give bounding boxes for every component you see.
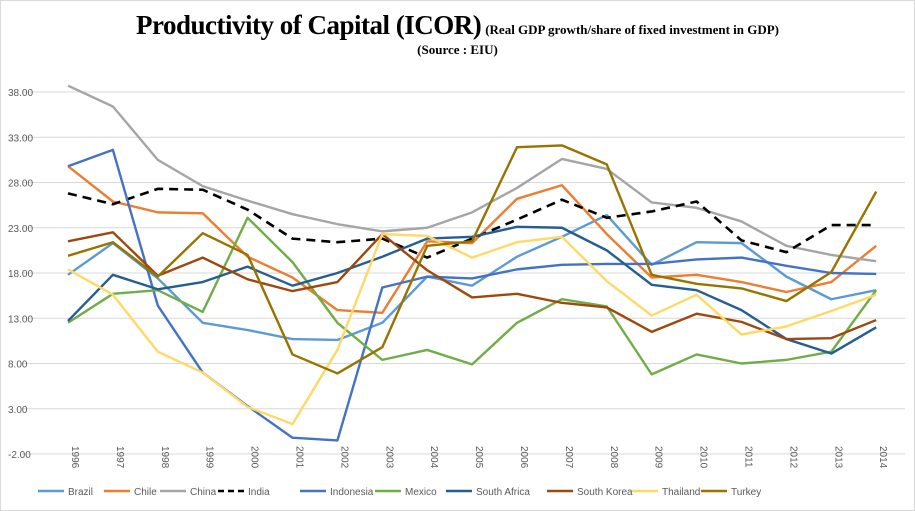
x-tick-label: 2007 [563,446,574,469]
x-tick-label: 2006 [518,446,529,469]
y-tick-label: -2.00 [8,450,31,461]
y-tick-label: 8.00 [8,360,28,371]
x-tick-label: 2011 [743,446,754,468]
series-line-mexico [67,216,878,376]
x-tick-label: 2010 [698,446,709,469]
legend-label: Turkey [731,487,761,498]
x-tick-label: 2001 [294,446,305,469]
legend-label: South Africa [476,487,530,498]
legend-label: Brazil [68,487,93,498]
x-tick-label: 2009 [653,446,664,469]
series-line-south-africa [67,225,877,355]
series-line-indonesia [67,148,877,442]
y-tick-label: 28.00 [8,179,33,190]
x-tick-label: 2014 [877,446,888,469]
x-tick-label: 1997 [114,446,125,469]
legend-label: Mexico [405,487,437,498]
series-line-south-korea [67,231,877,341]
x-tick-label: 2004 [428,446,439,469]
y-tick-label: 18.00 [8,269,33,280]
series-line-china [67,84,877,263]
legend-label: Thailand [662,487,700,498]
series-line-chile [67,165,877,315]
legend-label: Indonesia [330,487,374,498]
series-line-brazil [67,213,877,342]
series-line-thailand [67,232,877,426]
legend-label: China [190,487,217,498]
chart-source: (Source : EIU) [417,42,498,57]
y-tick-label: 33.00 [8,133,33,144]
x-tick-label: 2008 [608,446,619,469]
title-subtitle: (Real GDP growth/share of fixed investme… [485,22,780,37]
y-tick-label: 38.00 [8,88,33,99]
title-main: Productivity of Capital (ICOR) [135,10,482,40]
y-tick-label: 23.00 [8,224,33,235]
x-tick-label: 1996 [69,446,80,469]
series-line-turkey [67,144,878,375]
chart-title: Productivity of Capital (ICOR) (Real GDP… [0,10,915,41]
x-tick-label: 2005 [473,446,484,469]
x-tick-label: 2012 [787,446,798,469]
x-tick-label: 2013 [832,446,843,469]
legend-label: India [248,487,270,498]
x-tick-label: 1999 [204,446,215,469]
x-tick-label: 2003 [383,446,394,469]
x-tick-label: 2000 [249,446,260,469]
x-tick-label: 2002 [338,446,349,469]
legend-label: South Korea [577,487,633,498]
y-tick-label: 13.00 [8,314,33,325]
x-tick-label: 1998 [159,446,170,469]
y-tick-label: 3.00 [8,405,28,416]
legend-label: Chile [134,487,157,498]
